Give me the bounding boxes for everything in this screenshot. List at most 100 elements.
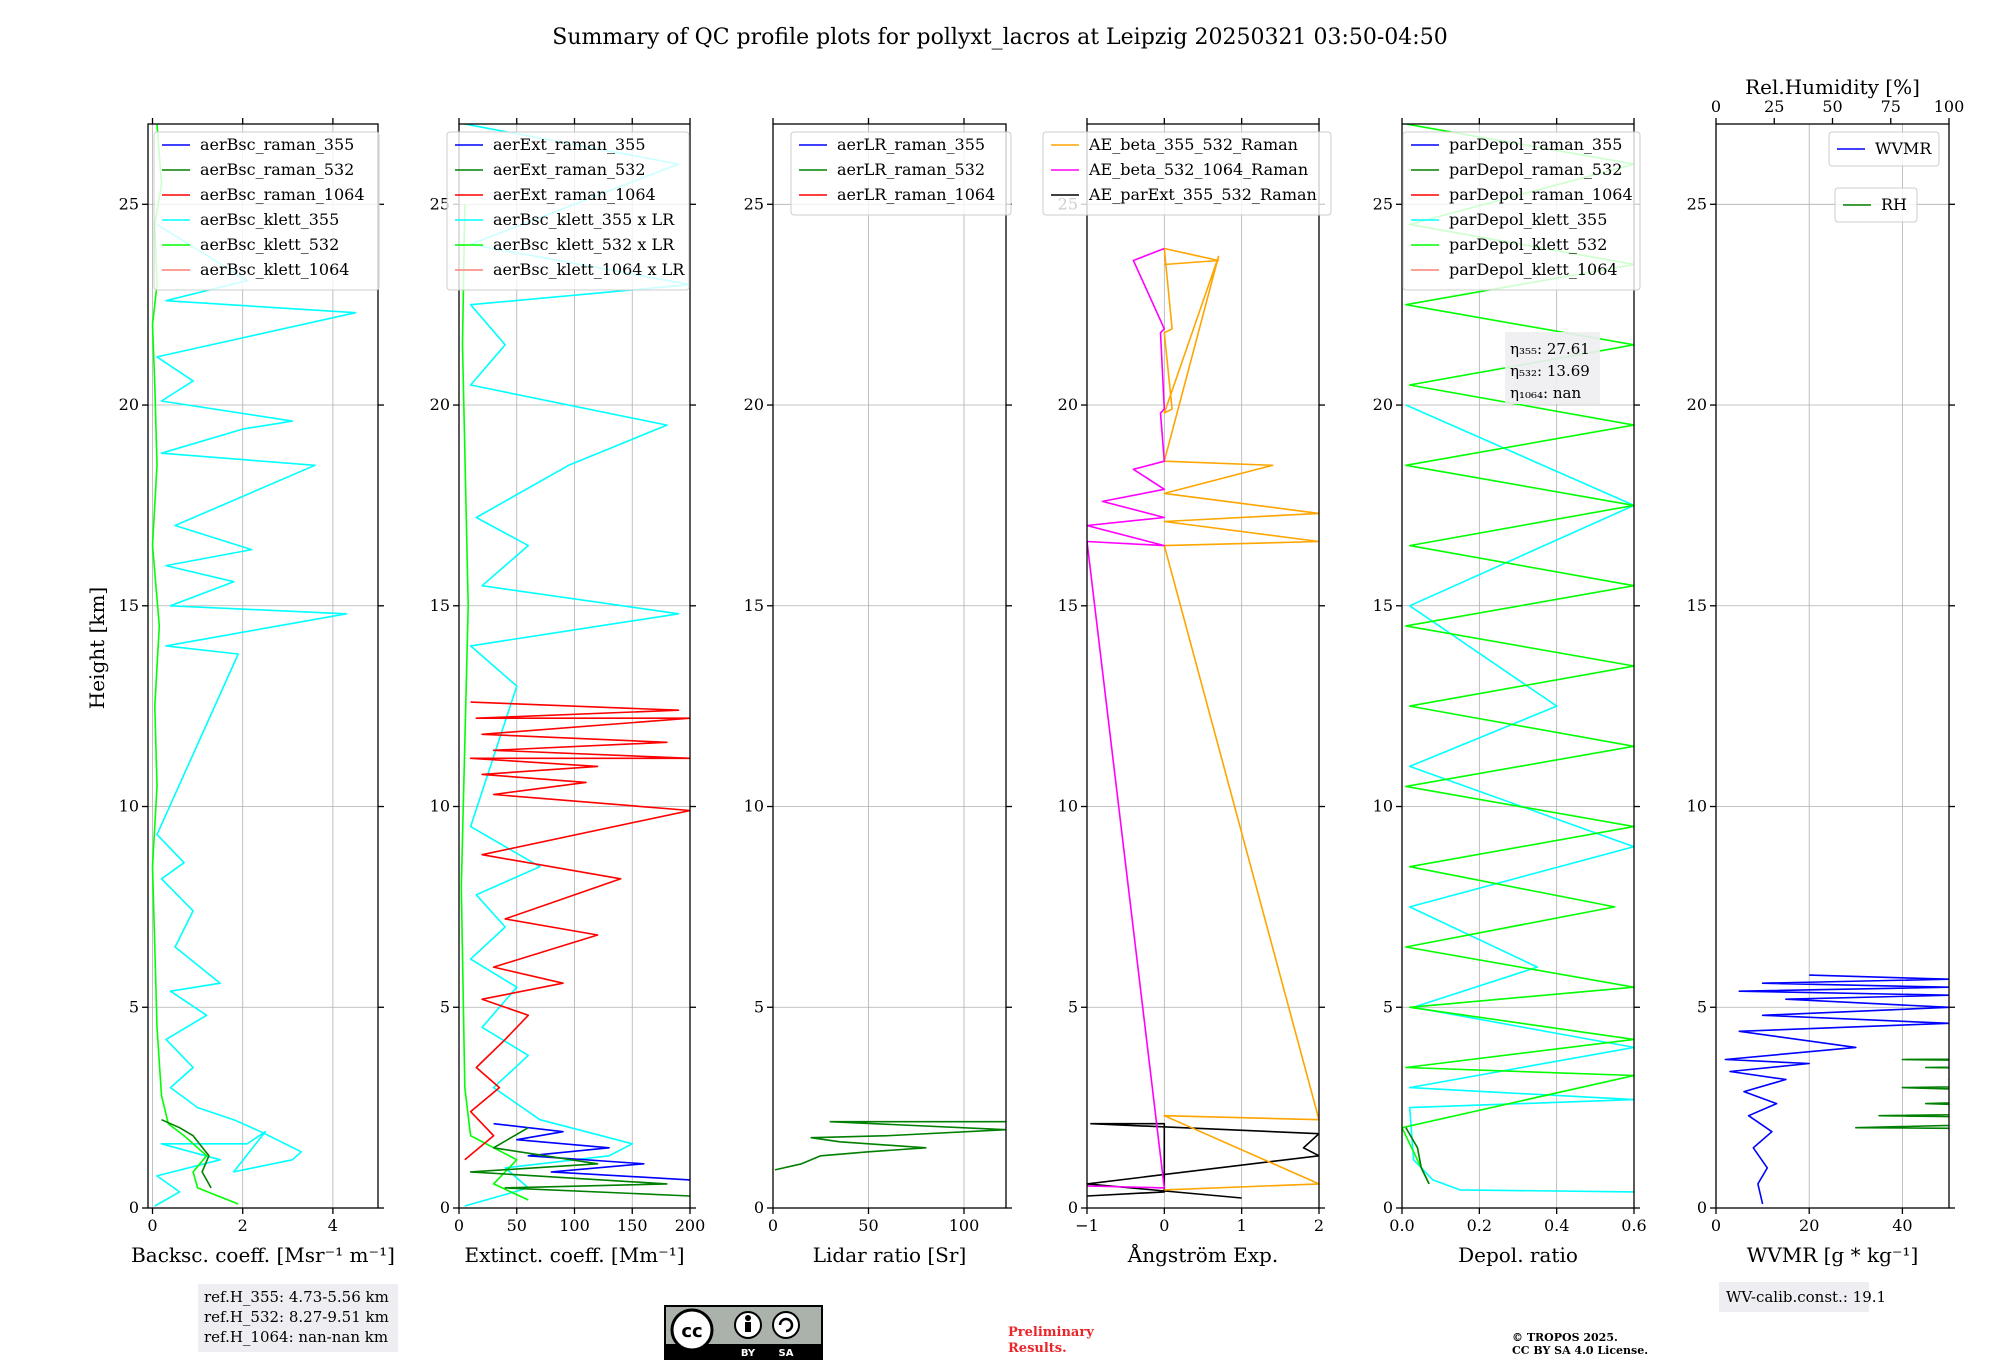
ytick-label-1: 5 bbox=[129, 997, 139, 1016]
series-aerExt_raman_532 bbox=[469, 1127, 690, 1197]
xtick-label-0: 0 bbox=[768, 1216, 778, 1235]
series-aerExt_raman_1064 bbox=[464, 701, 690, 1161]
legend-label-0: aerLR_raman_355 bbox=[837, 135, 985, 154]
xlabel: Extinct. coeff. [Mm⁻¹] bbox=[464, 1243, 684, 1267]
ytick-label-0: 0 bbox=[440, 1198, 450, 1217]
xlabel: Backsc. coeff. [Msr⁻¹ m⁻¹] bbox=[131, 1243, 395, 1267]
legend-label-3: aerBsc_klett_355 x LR bbox=[493, 210, 675, 229]
ytick-label-4: 20 bbox=[744, 395, 764, 414]
legend: aerLR_raman_355 aerLR_raman_532 aerLR_rama… bbox=[790, 131, 1012, 216]
xtick-label-1: 50 bbox=[858, 1216, 878, 1235]
legend-box bbox=[790, 131, 1012, 216]
legend-label-2: aerLR_raman_1064 bbox=[837, 185, 995, 204]
annotation-line-1: η₅₃₂: 13.69 bbox=[1510, 362, 1590, 380]
legend: parDepol_raman_355 parDepol_raman_532 parD… bbox=[1402, 131, 1641, 291]
series-group bbox=[1087, 247, 1319, 1199]
ytick-label-2: 10 bbox=[1373, 797, 1393, 816]
ref-height-355: ref.H_355: 4.73-5.56 km bbox=[204, 1288, 389, 1306]
xtick-label-1: 0.2 bbox=[1467, 1216, 1492, 1235]
legend-label-0: aerExt_raman_355 bbox=[493, 135, 646, 154]
top-xtick-label-0: 0 bbox=[1711, 97, 1721, 116]
ytick-label-1: 5 bbox=[754, 997, 764, 1016]
annotation-box bbox=[1719, 1282, 1869, 1312]
panel-lidar_ratio: 0 5 10 15 20 25 0 50 100 Lidar ratio [Sr] aerLR_ra… bbox=[744, 118, 1012, 1267]
legend-label-1: AE_beta_532_1064_Raman bbox=[1088, 160, 1308, 179]
series-AE_parExt_355_532_Raman bbox=[1087, 1122, 1319, 1199]
xlabel: Lidar ratio [Sr] bbox=[813, 1243, 967, 1267]
ytick-label-2: 10 bbox=[119, 797, 139, 816]
copyright-line-2: CC BY SA 4.0 License. bbox=[1512, 1344, 1648, 1357]
panel-backscatter: 0 5 10 15 20 25 0 2 4 Backsc. coeff. [Msr⁻¹ m⁻¹] a… bbox=[119, 118, 395, 1267]
xtick-label-1: 20 bbox=[1799, 1216, 1819, 1235]
legend: aerBsc_raman_355 aerBsc_raman_532 aerBsc_r… bbox=[153, 131, 380, 291]
legend: aerExt_raman_355 aerExt_raman_532 aerExt_r… bbox=[446, 131, 690, 291]
xtick-label-1: 0 bbox=[1159, 1216, 1169, 1235]
xlabel: Ångström Exp. bbox=[1127, 1242, 1278, 1267]
legend-label-0: parDepol_raman_355 bbox=[1449, 135, 1622, 154]
series-AE_beta_532_1064_Raman bbox=[1087, 247, 1166, 1189]
series-aerBsc_klett_532 bbox=[151, 124, 239, 1205]
series-aerBsc_raman_532 bbox=[161, 1118, 212, 1189]
panel-frame bbox=[1086, 123, 1320, 1209]
xtick-label-1: 2 bbox=[238, 1216, 248, 1235]
ytick-label-4: 20 bbox=[1373, 395, 1393, 414]
legend-label-0: AE_beta_355_532_Raman bbox=[1088, 135, 1298, 154]
top-xtick-label-1: 25 bbox=[1764, 97, 1784, 116]
panel-frame bbox=[1715, 123, 1950, 1209]
sa-share-arrow bbox=[778, 1317, 794, 1333]
series-group bbox=[1724, 974, 1949, 1205]
xtick-label-0: 0 bbox=[1711, 1216, 1721, 1235]
ytick-label-2: 10 bbox=[1687, 797, 1707, 816]
ytick-label-3: 15 bbox=[119, 596, 139, 615]
series-aerBsc_klett_355 x LR bbox=[464, 124, 690, 1207]
legend-label-2: aerBsc_raman_1064 bbox=[200, 185, 365, 204]
legend: WVMR RH bbox=[1828, 131, 1940, 223]
cc-logo-icon bbox=[670, 1308, 714, 1352]
legend-label-4: aerBsc_klett_532 bbox=[200, 235, 339, 254]
ytick-label-0: 0 bbox=[754, 1198, 764, 1217]
xtick-label-1: 50 bbox=[507, 1216, 527, 1235]
figure-title: Summary of QC profile plots for pollyxt_… bbox=[552, 25, 1447, 50]
legend-label-4: aerBsc_klett_532 x LR bbox=[493, 235, 675, 254]
legend-box bbox=[1402, 131, 1641, 291]
legend-label-5: parDepol_klett_1064 bbox=[1449, 260, 1618, 279]
sa-label: SA bbox=[779, 1348, 794, 1359]
xtick-label-2: 100 bbox=[949, 1216, 980, 1235]
xtick-label-0: 0 bbox=[454, 1216, 464, 1235]
panel-frame bbox=[772, 123, 1007, 1209]
ytick-label-5: 25 bbox=[430, 194, 450, 213]
series-aerBsc_klett_532 x LR bbox=[460, 204, 529, 1201]
legend-label-4: parDepol_klett_532 bbox=[1449, 235, 1607, 254]
legend-box bbox=[1042, 131, 1332, 216]
legend-label-2: parDepol_raman_1064 bbox=[1449, 185, 1633, 204]
xtick-label-3: 150 bbox=[617, 1216, 648, 1235]
sa-share-icon bbox=[772, 1311, 800, 1339]
ref-height-1064: ref.H_1064: nan-nan km bbox=[204, 1328, 388, 1346]
series-aerExt_raman_355 bbox=[493, 1122, 690, 1181]
copyright-line-1: © TROPOS 2025. bbox=[1512, 1331, 1618, 1344]
xtick-label-4: 200 bbox=[675, 1216, 706, 1235]
wv-calib-annotation: WV-calib.const.: 19.1 bbox=[1719, 1282, 1886, 1312]
series-aerBsc_klett_355 bbox=[154, 223, 357, 1207]
ytick-label-5: 25 bbox=[1687, 194, 1707, 213]
top-xtick-label-3: 75 bbox=[1881, 97, 1901, 116]
ytick-label-0: 0 bbox=[129, 1198, 139, 1217]
series-aerLR_raman_532 bbox=[774, 1120, 1006, 1171]
ytick-label-2: 10 bbox=[430, 797, 450, 816]
legend-label-1: aerLR_raman_532 bbox=[837, 160, 985, 179]
ytick-label-4: 20 bbox=[430, 395, 450, 414]
ytick-label-1: 5 bbox=[1383, 997, 1393, 1016]
cc-license-badge: cc BY SA bbox=[664, 1305, 823, 1360]
ytick-label-5: 25 bbox=[744, 194, 764, 213]
ytick-label-1: 5 bbox=[1068, 997, 1078, 1016]
xtick-label-2: 100 bbox=[559, 1216, 590, 1235]
ytick-label-3: 15 bbox=[1373, 596, 1393, 615]
cc-logo-text: cc bbox=[681, 1321, 702, 1342]
ytick-label-2: 10 bbox=[744, 797, 764, 816]
legend-label-5: aerBsc_klett_1064 bbox=[200, 260, 349, 279]
series-WVMR bbox=[1724, 974, 1949, 1205]
legend-label-1: RH bbox=[1881, 195, 1907, 214]
ytick-label-3: 15 bbox=[430, 596, 450, 615]
preliminary-line-1: Preliminary bbox=[1008, 1325, 1094, 1340]
